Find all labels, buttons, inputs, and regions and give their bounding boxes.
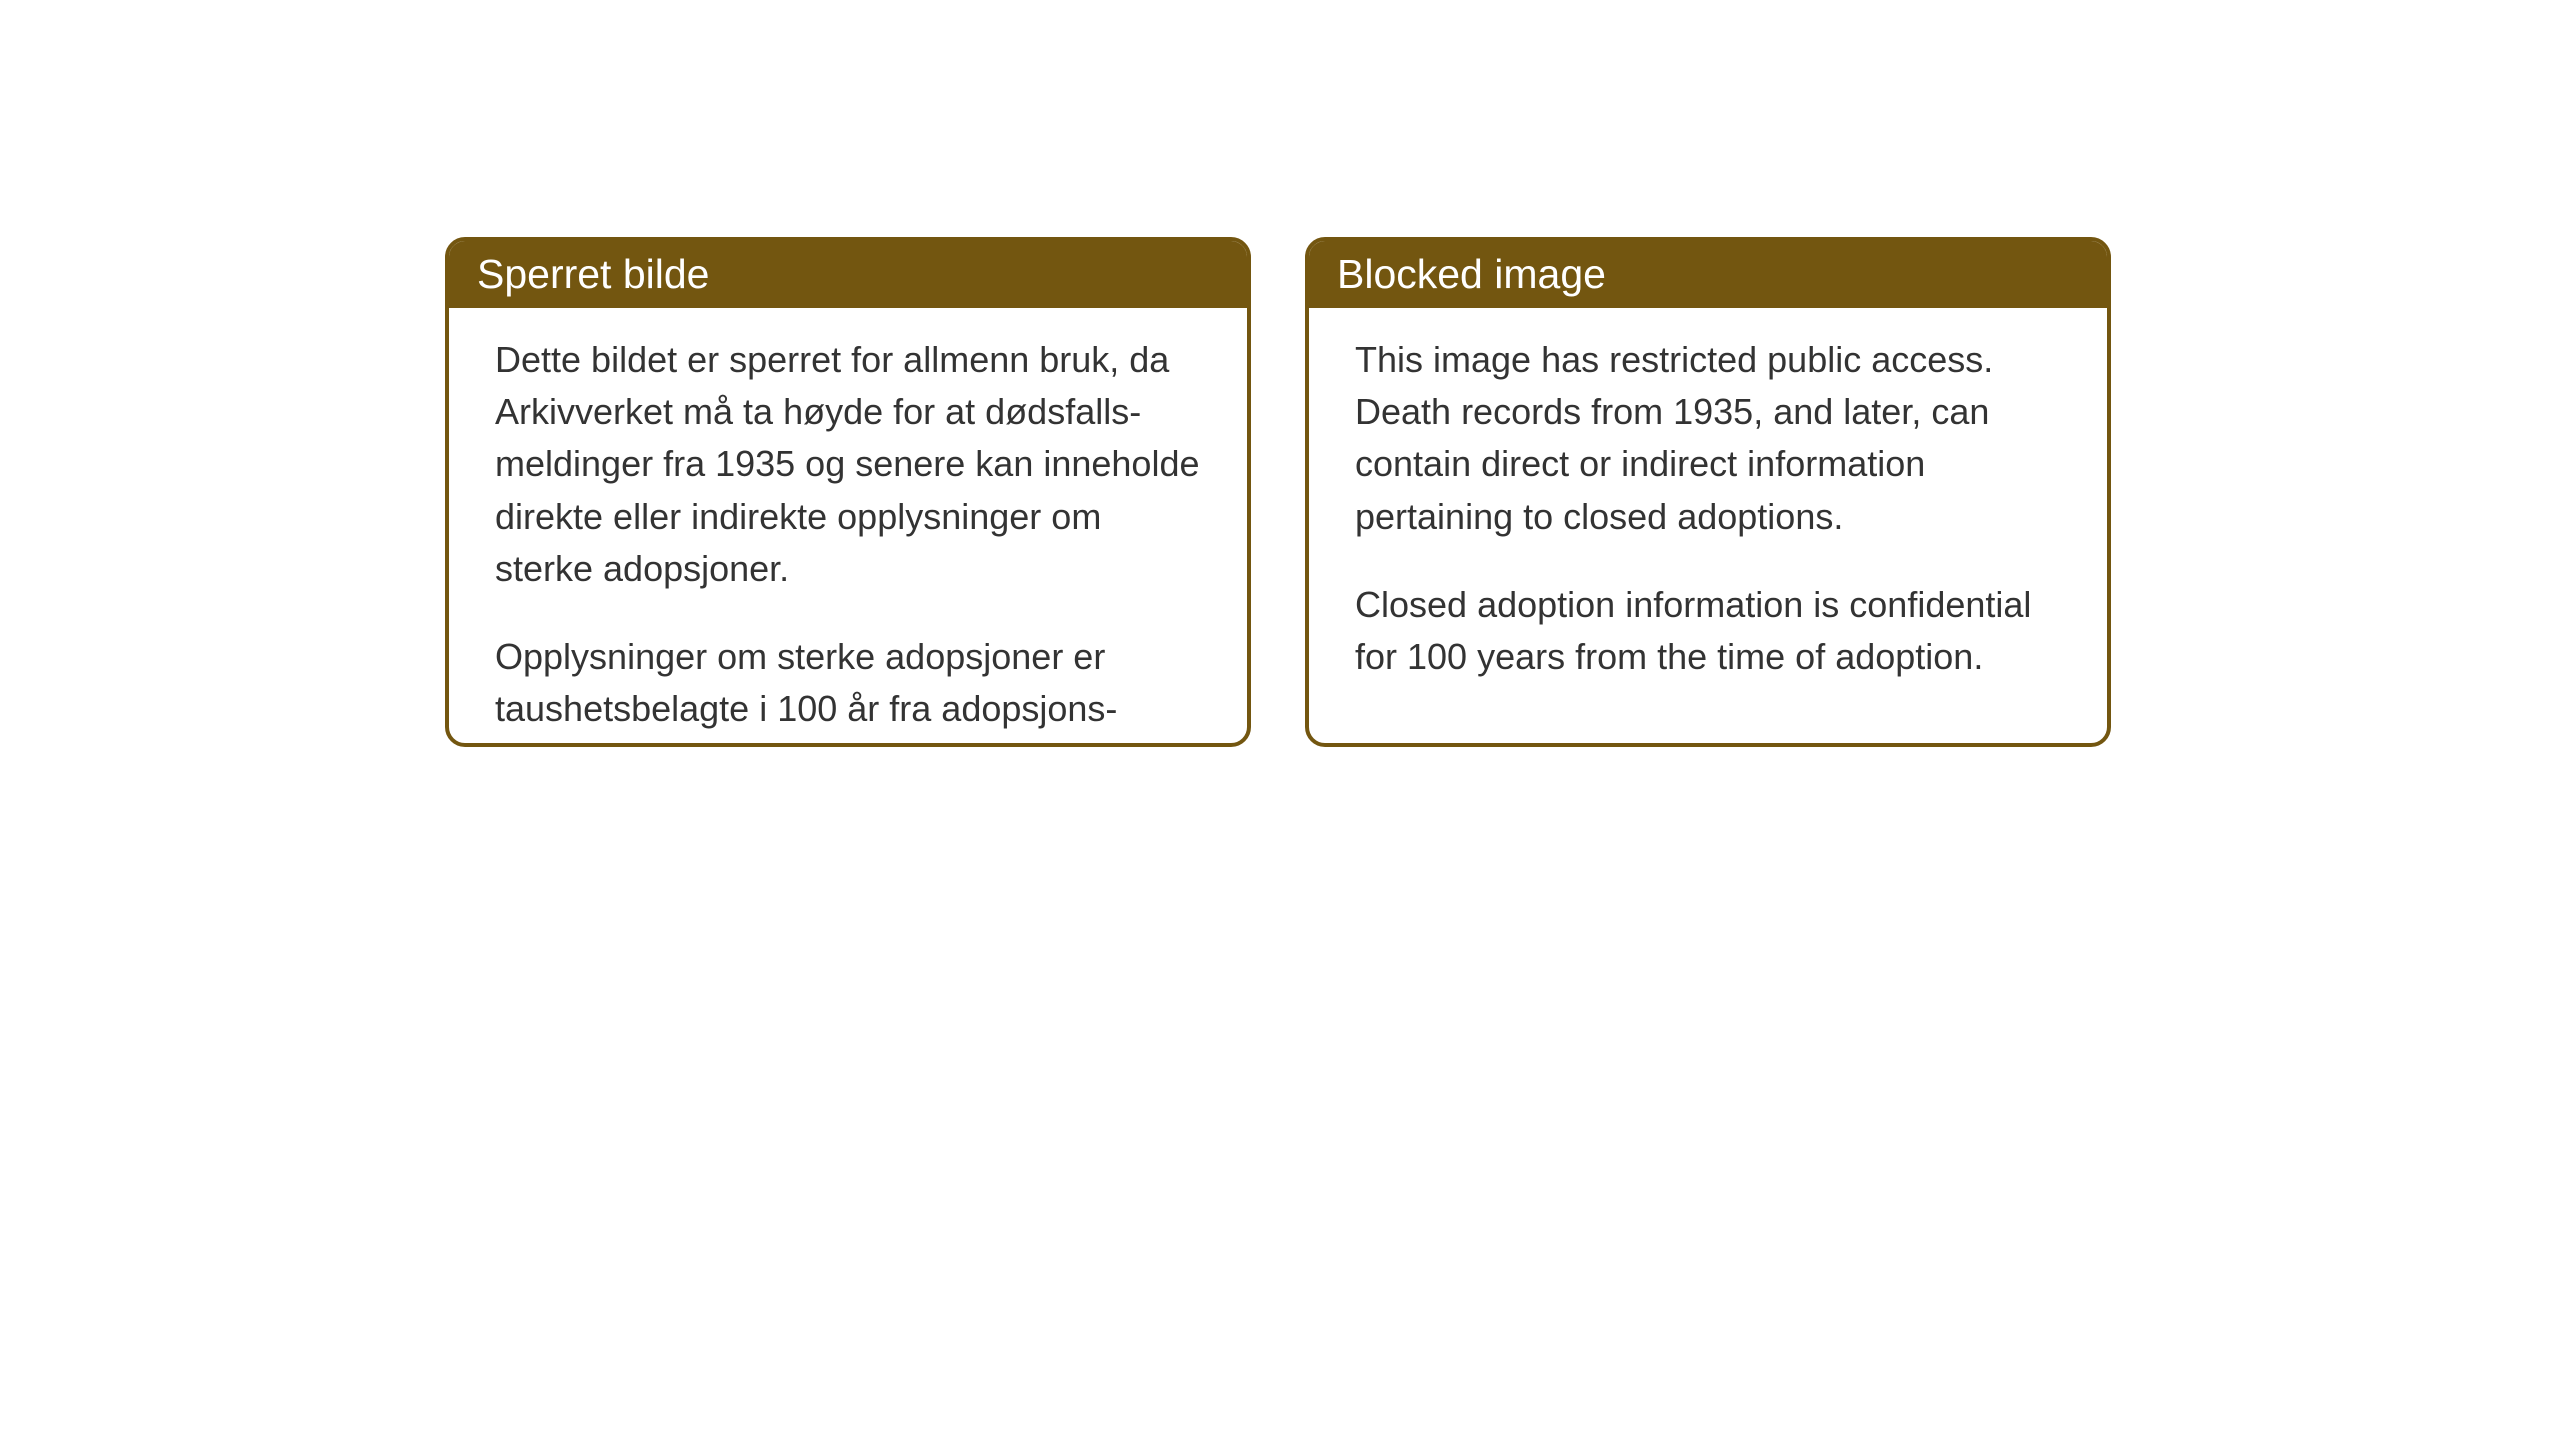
notice-title: Blocked image — [1337, 251, 1606, 297]
notice-paragraph: Dette bildet er sperret for allmenn bruk… — [495, 334, 1201, 595]
notice-body-english: This image has restricted public access.… — [1309, 308, 2107, 709]
notice-paragraph: Opplysninger om sterke adopsjoner er tau… — [495, 631, 1201, 747]
notice-container: Sperret bilde Dette bildet er sperret fo… — [445, 237, 2111, 747]
notice-header-english: Blocked image — [1309, 241, 2107, 308]
notice-box-norwegian: Sperret bilde Dette bildet er sperret fo… — [445, 237, 1251, 747]
notice-title: Sperret bilde — [477, 251, 709, 297]
notice-paragraph: Closed adoption information is confident… — [1355, 579, 2061, 683]
notice-box-english: Blocked image This image has restricted … — [1305, 237, 2111, 747]
notice-header-norwegian: Sperret bilde — [449, 241, 1247, 308]
notice-body-norwegian: Dette bildet er sperret for allmenn bruk… — [449, 308, 1247, 747]
notice-paragraph: This image has restricted public access.… — [1355, 334, 2061, 543]
